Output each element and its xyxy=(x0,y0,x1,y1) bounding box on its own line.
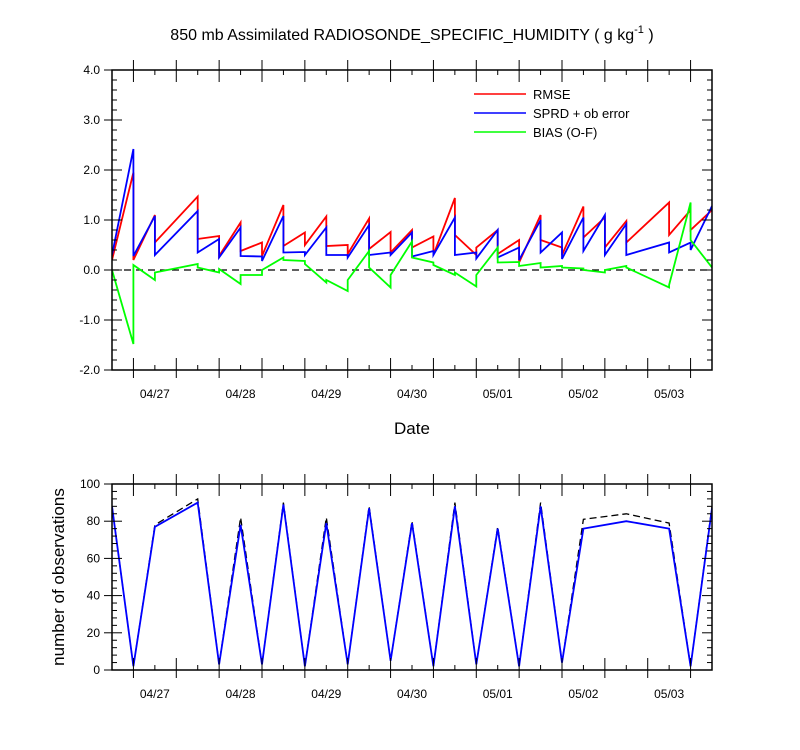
x-tick-label: 04/30 xyxy=(397,387,427,401)
x-tick-label: 05/01 xyxy=(483,387,513,401)
legend: RMSE SPRD + ob error BIAS (O-F) xyxy=(474,87,630,140)
legend-label-sprd: SPRD + ob error xyxy=(533,106,630,121)
top-chart: -2.0 -1.0 0.0 1.0 2.0 3.0 4.0 04/27 04/28 04/29 04… xyxy=(79,60,713,438)
y-tick-label: 1.0 xyxy=(83,213,100,227)
y-tick-label: 0.0 xyxy=(83,263,100,277)
chart-title: 850 mb Assimilated RADIOSONDE_SPECIFIC_H… xyxy=(170,24,653,44)
y-tick-label: 40 xyxy=(87,589,101,603)
y-tick-label: 3.0 xyxy=(83,113,100,127)
y-tick-label: 80 xyxy=(87,514,101,528)
y-tick-label: -2.0 xyxy=(79,363,100,377)
title-suffix: ) xyxy=(644,27,654,44)
x-tick-label: 05/02 xyxy=(568,387,598,401)
y-tick-label: 60 xyxy=(87,551,101,565)
x-tick-label: 04/29 xyxy=(311,387,341,401)
series-line-bias-o-f xyxy=(112,202,712,345)
top-plot-frame xyxy=(111,69,713,371)
y-tick-label: 0 xyxy=(93,663,100,677)
y-tick-label: -1.0 xyxy=(79,313,100,327)
x-tick-label: 05/01 xyxy=(483,687,513,701)
x-tick-label: 05/02 xyxy=(568,687,598,701)
y-tick-label: 100 xyxy=(80,477,100,491)
y-tick-label: 4.0 xyxy=(83,63,100,77)
x-tick-label: 05/03 xyxy=(654,387,684,401)
title-superscript: -1 xyxy=(634,24,644,36)
x-axis-label: Date xyxy=(394,419,430,438)
x-tick-label: 05/03 xyxy=(654,687,684,701)
bottom-plot-frame xyxy=(111,483,713,671)
series-line-assimilated-observations xyxy=(112,501,712,667)
x-tick-label: 04/29 xyxy=(311,687,341,701)
x-tick-label: 04/27 xyxy=(140,687,170,701)
x-tick-label: 04/30 xyxy=(397,687,427,701)
legend-label-rmse: RMSE xyxy=(533,87,571,102)
title-main: 850 mb Assimilated RADIOSONDE_SPECIFIC_H… xyxy=(170,27,634,44)
legend-label-bias: BIAS (O-F) xyxy=(533,125,597,140)
y-tick-label: 20 xyxy=(87,626,101,640)
x-tick-label: 04/28 xyxy=(226,387,256,401)
bottom-chart: 0 20 40 60 80 100 04/27 04/28 04/29 04/30 05/01 05/… xyxy=(49,474,713,701)
y-tick-label: 2.0 xyxy=(83,163,100,177)
x-tick-label: 04/27 xyxy=(140,387,170,401)
x-tick-label: 04/28 xyxy=(226,687,256,701)
y-axis-label-observations: number of observations xyxy=(49,488,68,666)
